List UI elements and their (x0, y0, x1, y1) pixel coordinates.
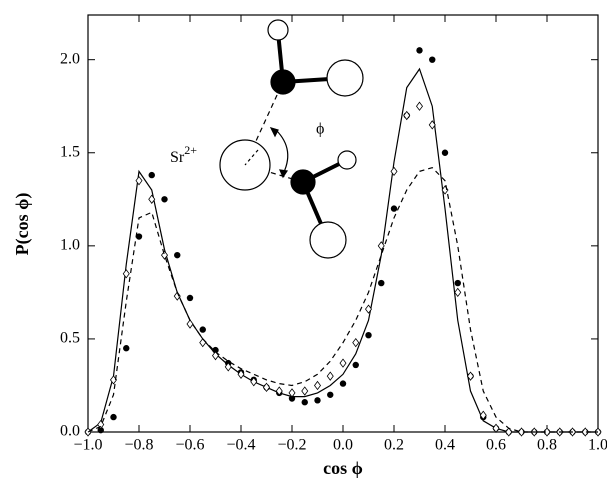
x-tick-label: 0.4 (435, 437, 455, 454)
point (173, 291, 181, 301)
point (186, 319, 194, 329)
angle-label: ϕ (316, 121, 324, 138)
point (123, 345, 130, 352)
point (122, 269, 130, 279)
point (339, 380, 347, 387)
point (377, 241, 385, 251)
y-tick-label: 1.0 (60, 237, 80, 254)
point (454, 287, 462, 298)
y-tick-label: 0.0 (60, 423, 80, 440)
point (390, 166, 398, 177)
x-tick-label: 0.0 (333, 437, 353, 454)
x-tick-label: 0.2 (384, 437, 404, 454)
x-tick-label: −0.6 (175, 437, 204, 454)
point (186, 294, 194, 302)
point (339, 358, 347, 368)
point (250, 377, 258, 387)
point (263, 382, 270, 392)
point (467, 371, 474, 381)
point (314, 397, 321, 404)
x-tick-label: 0.8 (537, 437, 557, 454)
ion-symbol: Sr (170, 149, 185, 166)
point (237, 369, 245, 379)
point (429, 56, 436, 63)
point (581, 427, 589, 437)
hydrogen (337, 150, 357, 170)
ion-label: Sr2+ (170, 143, 197, 166)
point (378, 279, 385, 287)
angle-arrows (269, 127, 289, 179)
angle-arc (275, 129, 289, 177)
y-tick-label: 0.5 (60, 330, 80, 347)
point (199, 326, 206, 333)
point (174, 251, 181, 259)
ion-charge: 2+ (184, 143, 197, 157)
point (288, 388, 296, 398)
series-line (87, 166, 598, 433)
hydrogen (326, 59, 364, 97)
point (110, 413, 117, 421)
point (365, 304, 372, 314)
point (161, 196, 168, 203)
point (352, 337, 360, 348)
series-line (87, 67, 598, 433)
point (518, 427, 525, 437)
point (199, 337, 207, 348)
point (275, 386, 283, 396)
y-tick-label: 2.0 (60, 50, 80, 67)
oxygen (270, 69, 296, 95)
point (97, 426, 104, 434)
y-axis-label: P(cos ϕ) (12, 193, 33, 256)
point (301, 386, 309, 396)
point (505, 427, 513, 437)
hydrogen (267, 19, 289, 41)
x-tick-label: −1.0 (73, 437, 102, 454)
y-tick-label: 1.5 (60, 143, 80, 160)
x-tick-label: 1.0 (588, 437, 607, 454)
point (403, 110, 411, 121)
point (390, 205, 398, 212)
point (135, 176, 143, 186)
point (327, 391, 334, 398)
hydrogen (309, 221, 347, 259)
point (454, 279, 461, 287)
point (352, 361, 359, 369)
point (441, 149, 449, 156)
x-tick-label: 0.6 (486, 437, 506, 454)
point (301, 399, 308, 406)
point (160, 250, 169, 260)
point (224, 362, 232, 372)
point (428, 120, 436, 130)
point (148, 194, 156, 204)
point (326, 371, 334, 381)
point (135, 233, 143, 240)
x-tick-label: −0.2 (277, 437, 306, 454)
point (314, 380, 321, 391)
point (148, 171, 155, 179)
point (365, 331, 372, 339)
point (492, 423, 500, 433)
x-tick-label: −0.4 (226, 437, 255, 454)
x-tick-label: −0.8 (124, 437, 153, 454)
x-axis-label: cos ϕ (323, 458, 363, 478)
point (543, 427, 551, 437)
inset-diagram (219, 19, 364, 259)
oxygen (290, 169, 316, 195)
point (416, 101, 423, 111)
point (416, 47, 423, 54)
bond-dash (244, 81, 284, 166)
point (479, 410, 487, 420)
